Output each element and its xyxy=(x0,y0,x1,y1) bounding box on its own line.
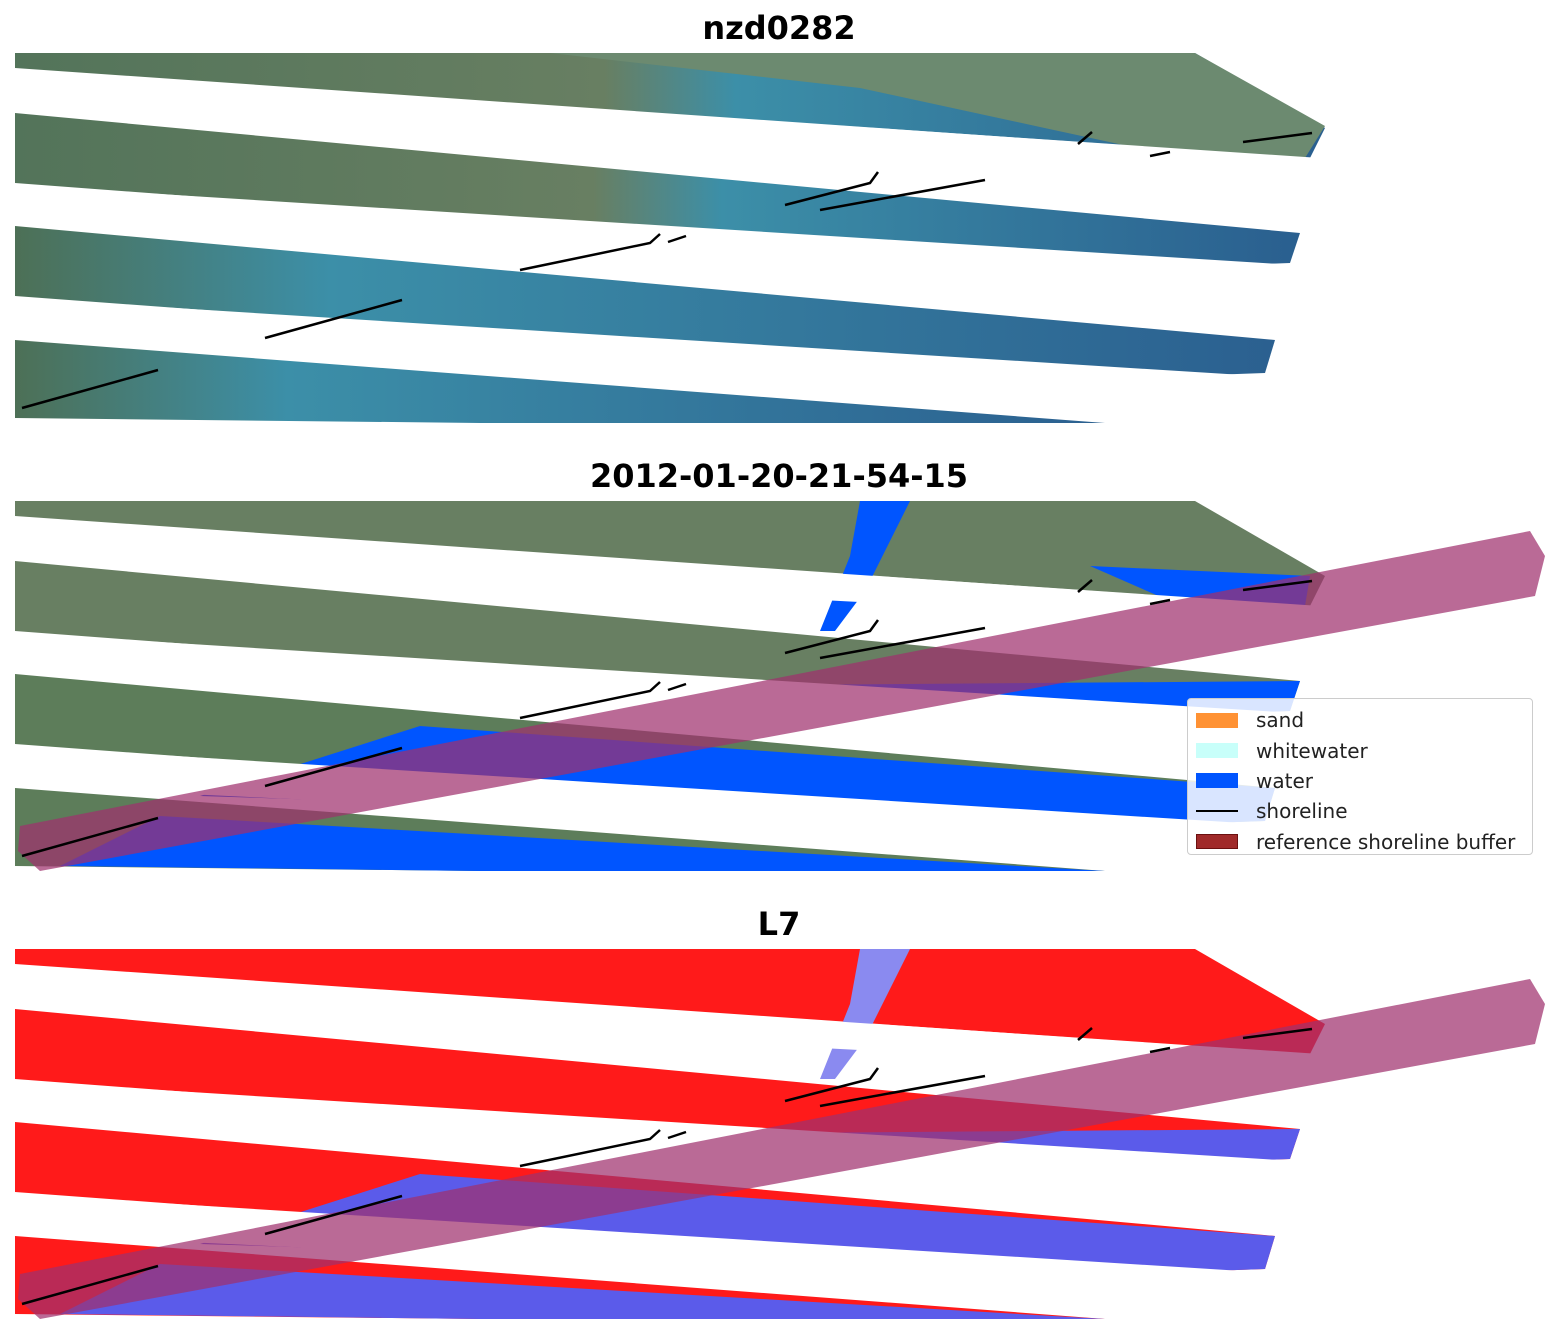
legend: sand whitewater water shoreline referenc… xyxy=(1187,698,1533,855)
stripe-gaps xyxy=(15,70,1320,398)
panel-title-rgb: nzd0282 xyxy=(702,9,856,47)
legend-label: sand xyxy=(1256,708,1305,733)
legend-item-water: water xyxy=(1196,766,1524,796)
satellite-image xyxy=(15,53,1325,423)
legend-label: reference shoreline buffer xyxy=(1256,829,1516,854)
legend-item-sand: sand xyxy=(1196,705,1524,735)
panel-title-satellite: L7 xyxy=(757,905,801,943)
legend-label: shoreline xyxy=(1256,799,1348,824)
legend-item-shoreline: shoreline xyxy=(1196,796,1524,826)
legend-item-buffer: reference shoreline buffer xyxy=(1196,827,1524,857)
reference-shoreline-buffer xyxy=(18,979,1545,1319)
index-panel xyxy=(15,949,1545,1319)
sand-swatch xyxy=(1196,712,1238,728)
shoreline-line-icon xyxy=(1196,810,1238,813)
classification-panel xyxy=(15,501,1545,871)
water-swatch xyxy=(1196,773,1238,789)
shoreline-lines xyxy=(21,1027,1313,1306)
legend-label: whitewater xyxy=(1256,738,1368,763)
reference-shoreline-buffer xyxy=(18,531,1545,871)
panel-title-date: 2012-01-20-21-54-15 xyxy=(589,457,969,495)
rgb-image-panel xyxy=(15,53,1325,423)
whitewater-swatch xyxy=(1196,743,1238,759)
legend-item-whitewater: whitewater xyxy=(1196,735,1524,765)
shoreline-lines xyxy=(21,579,1313,858)
shoreline-lines xyxy=(21,131,1313,410)
legend-label: water xyxy=(1256,768,1313,793)
buffer-swatch xyxy=(1196,834,1238,850)
